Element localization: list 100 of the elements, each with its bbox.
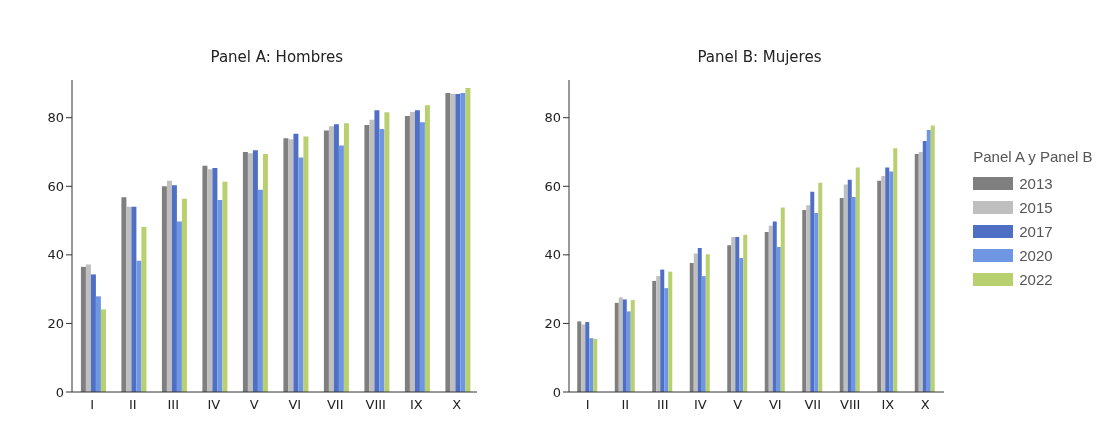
bar <box>242 152 248 392</box>
x-tick-label: VI <box>769 397 783 413</box>
legend-label: 2017 <box>1019 222 1053 240</box>
bar <box>844 184 849 392</box>
bar <box>364 124 370 392</box>
bar <box>623 299 628 392</box>
x-tick-label: III <box>657 397 669 413</box>
bar <box>176 221 182 392</box>
bar <box>889 171 894 392</box>
bar <box>915 154 920 392</box>
bar <box>298 157 304 392</box>
legend-label: 2020 <box>1019 246 1053 264</box>
bar <box>217 200 223 392</box>
bar <box>419 122 425 392</box>
bar <box>810 191 815 392</box>
x-tick-label: III <box>167 397 179 413</box>
bar <box>131 206 137 392</box>
bar <box>773 221 778 392</box>
bar <box>706 254 711 392</box>
chart-title: Panel A: Hombres <box>209 48 345 68</box>
bar <box>727 245 732 392</box>
x-tick-label: X <box>452 397 462 413</box>
bar <box>136 260 142 392</box>
bar <box>893 148 898 392</box>
bar <box>207 169 213 392</box>
bar <box>856 167 861 392</box>
bar <box>303 136 309 392</box>
x-tick-label: II <box>621 397 630 413</box>
bar <box>202 165 208 392</box>
bar <box>222 181 228 392</box>
legend-label: 2022 <box>1019 270 1053 288</box>
bar <box>814 213 819 392</box>
bar <box>181 198 187 392</box>
bar <box>694 253 699 392</box>
bar <box>126 206 132 392</box>
x-tick-label: I <box>90 397 94 413</box>
y-tick-label: 60 <box>544 178 562 194</box>
bar <box>283 138 289 392</box>
x-tick-label: VII <box>804 397 822 413</box>
bar <box>769 225 774 392</box>
bar <box>668 271 673 392</box>
bar <box>85 264 91 392</box>
bar <box>455 94 461 392</box>
bar <box>384 112 390 392</box>
x-tick-label: VIII <box>365 397 386 413</box>
bar <box>166 180 172 392</box>
bar <box>840 197 845 392</box>
bar <box>690 263 695 392</box>
y-tick-label: 20 <box>47 316 64 332</box>
x-tick-label: V <box>249 397 259 413</box>
y-tick-label: 0 <box>55 384 64 400</box>
bar <box>818 182 823 392</box>
bar <box>161 186 167 392</box>
y-tick-label: 40 <box>544 247 562 263</box>
bar <box>171 185 177 392</box>
y-tick-label: 40 <box>47 247 64 263</box>
bar <box>593 338 598 392</box>
bar <box>806 205 811 392</box>
bar <box>404 116 410 392</box>
y-tick-label: 0 <box>553 384 562 400</box>
bar <box>379 129 385 392</box>
bar <box>652 280 657 392</box>
bar <box>80 266 86 392</box>
x-tick-label: I <box>586 397 591 413</box>
bar <box>698 248 703 392</box>
bar <box>656 276 661 392</box>
bar <box>731 237 736 392</box>
bar <box>414 110 420 392</box>
bar <box>627 311 632 392</box>
bar <box>852 196 857 392</box>
x-tick-label: X <box>921 397 931 413</box>
x-tick-label: VII <box>326 397 344 413</box>
bar <box>257 189 263 392</box>
bar <box>664 288 669 392</box>
bar <box>369 119 375 392</box>
bar <box>450 94 456 392</box>
x-tick-label: IX <box>881 397 895 413</box>
bar <box>141 227 147 392</box>
bar <box>424 105 430 392</box>
bar <box>585 322 590 392</box>
bar <box>328 126 334 392</box>
bar <box>781 207 786 392</box>
x-tick-label: IX <box>409 397 423 413</box>
bar <box>777 246 782 392</box>
legend-label: 2015 <box>1019 198 1053 216</box>
bar <box>90 274 96 392</box>
y-tick-label: 80 <box>47 110 64 126</box>
bar <box>923 141 928 392</box>
y-tick-label: 60 <box>47 178 64 194</box>
bar <box>100 309 106 392</box>
bar <box>374 110 380 392</box>
bar <box>333 124 339 392</box>
chart-title: Panel B: Mujeres <box>696 48 823 68</box>
y-tick-label: 20 <box>544 316 562 332</box>
bar <box>95 296 101 392</box>
bar <box>577 321 582 392</box>
bar <box>881 176 886 392</box>
bar <box>931 125 936 392</box>
bar <box>877 180 882 392</box>
bar <box>338 145 344 392</box>
